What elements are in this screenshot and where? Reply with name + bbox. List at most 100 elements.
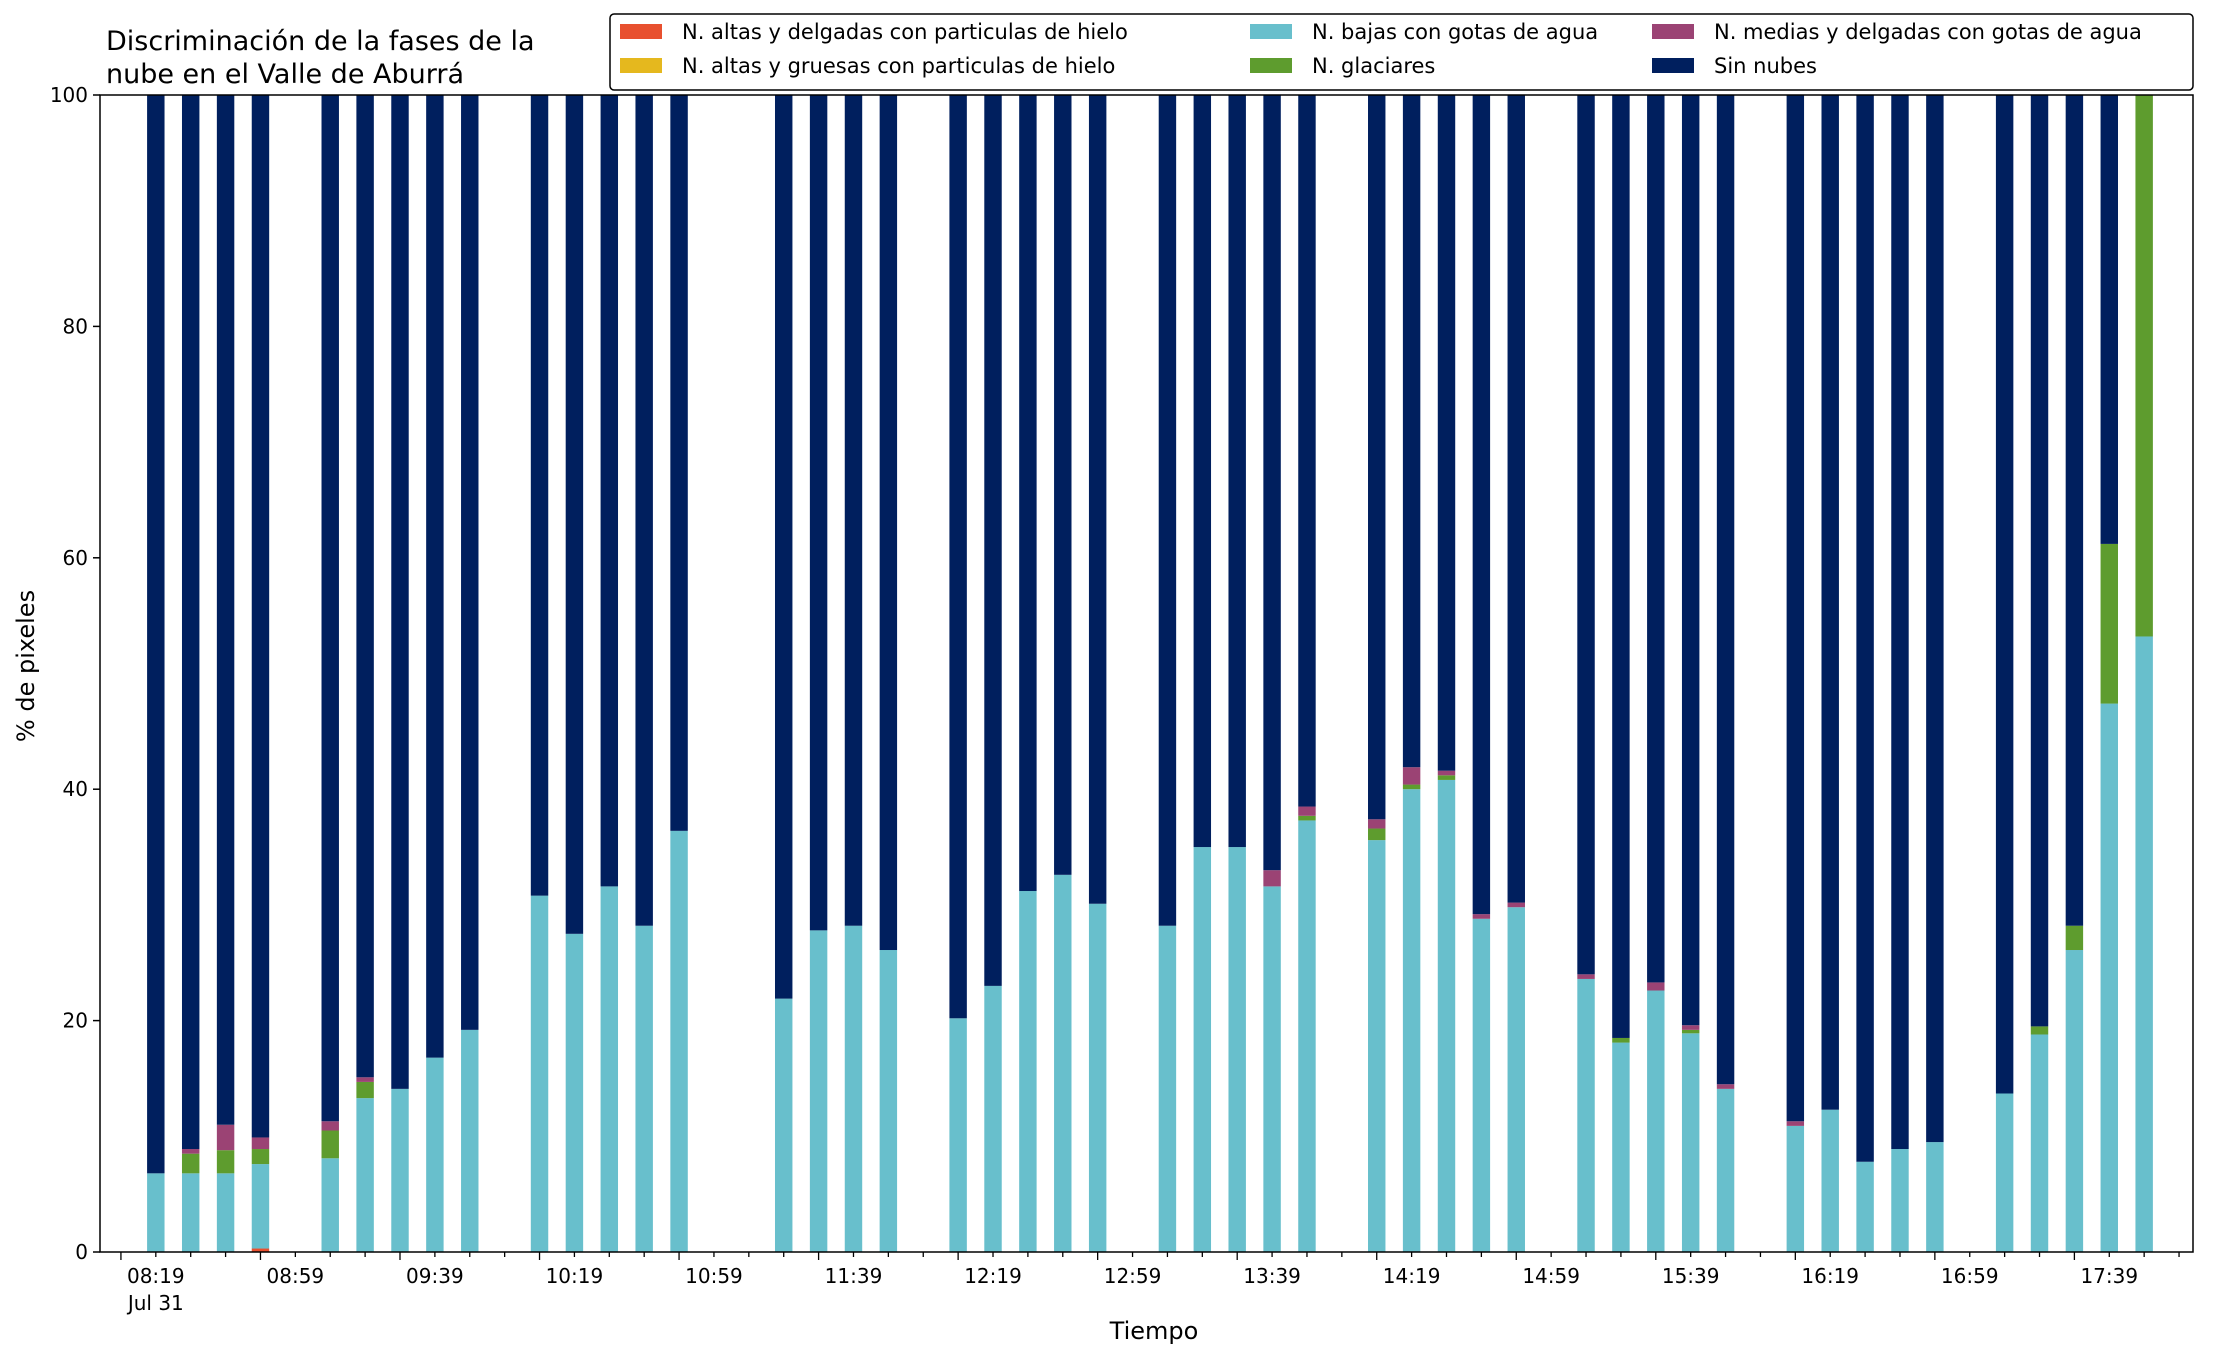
bar-segment-sin_nubes [565,95,584,934]
bar-segment-bajas_agua [1507,907,1525,1252]
bar-segment-sin_nubes [356,95,374,1078]
x-tick-sublabel: Jul 31 [126,1291,184,1315]
bar-segment-medias_delgadas_agua [1402,767,1421,785]
legend-label-medias_delgadas_agua: N. medias y delgadas con gotas de agua [1714,20,2142,44]
bar-segment-bajas_agua [461,1029,479,1252]
bar-segment-sin_nubes [1298,95,1316,807]
legend-swatch-medias_delgadas_agua [1652,24,1694,39]
bar-segment-sin_nubes [181,95,200,1150]
legend-label-glaciares: N. glaciares [1312,54,1435,78]
legend-label-altas_gruesas_hielo: N. altas y gruesas con particulas de hie… [682,54,1115,78]
bar-segment-sin_nubes [774,95,793,999]
bar-segment-bajas_agua [321,1158,339,1252]
bar-segment-medias_delgadas_agua [251,1137,270,1150]
bar-segment-sin_nubes [670,95,688,831]
bar-segment-sin_nubes [1891,95,1909,1150]
bar-segment-sin_nubes [321,95,339,1122]
bar-segment-sin_nubes [251,95,270,1138]
bar-segment-bajas_agua [181,1173,200,1252]
bar-segment-glaciares [2135,95,2153,637]
bar-segment-sin_nubes [984,95,1002,986]
bar-segment-bajas_agua [1158,925,1177,1252]
x-tick-label: 09:39 [406,1264,464,1288]
bar-segment-bajas_agua [1926,1142,1944,1252]
bar-segment-glaciares [1402,784,1421,790]
y-axis-label: % de pixeles [12,590,40,742]
bar-segment-medias_delgadas_agua [1577,974,1595,979]
x-tick-label: 14:19 [1383,1264,1441,1288]
x-tick-label: 13:39 [1243,1264,1301,1288]
bar-segment-medias_delgadas_agua [1298,806,1316,816]
bar-segment-medias_delgadas_agua [1368,819,1386,829]
bar-segment-sin_nubes [2100,95,2119,544]
x-tick-label: 17:39 [2080,1264,2138,1288]
x-tick-label: 16:19 [1801,1264,1859,1288]
x-tick-label: 15:39 [1662,1264,1720,1288]
x-tick-label: 16:59 [1941,1264,1999,1288]
bar-segment-bajas_agua [600,886,619,1252]
bar-segment-glaciares [1298,815,1316,821]
bar-segment-sin_nubes [1472,95,1491,915]
bar-segment-glaciares [2100,543,2119,704]
bar-segment-bajas_agua [1263,886,1281,1252]
bar-segment-bajas_agua [1088,903,1107,1252]
bar-segment-glaciares [356,1081,374,1099]
bar-segment-sin_nubes [1507,95,1525,903]
legend-swatch-sin_nubes [1652,58,1694,73]
bar-segment-medias_delgadas_agua [1263,870,1281,887]
legend-label-bajas_agua: N. bajas con gotas de agua [1312,20,1598,44]
bar-segment-sin_nubes [1158,95,1177,926]
bar-segment-sin_nubes [1681,95,1700,1026]
bar-segment-sin_nubes [1368,95,1386,820]
x-tick-label: 10:19 [546,1264,604,1288]
bar-segment-sin_nubes [1193,95,1212,848]
bar-segment-sin_nubes [2065,95,2084,926]
bar-segment-bajas_agua [1856,1161,1874,1252]
bar-segment-bajas_agua [1437,779,1456,1252]
bar-segment-bajas_agua [2135,636,2153,1252]
bar-segment-glaciares [321,1130,339,1159]
bar-segment-glaciares [1437,775,1456,780]
bar-segment-bajas_agua [774,998,793,1252]
x-tick-label: 14:59 [1522,1264,1580,1288]
bar-segment-sin_nubes [461,95,479,1030]
bar-segment-sin_nubes [1402,95,1421,768]
bar-segment-bajas_agua [1228,847,1246,1252]
x-axis-label: Tiempo [1109,1317,1199,1345]
bar-segment-medias_delgadas_agua [1507,902,1525,908]
bar-segment-sin_nubes [1926,95,1944,1143]
bar-segment-bajas_agua [1786,1125,1805,1252]
bar-segment-glaciares [1368,828,1386,841]
bar-segment-bajas_agua [426,1057,444,1252]
bar-segment-bajas_agua [2100,703,2119,1252]
y-axis: 0 20 40 60 80 100 [50,83,100,1264]
plot-frame [99,94,2194,1253]
bar-segment-sin_nubes [809,95,828,931]
bar-segment-sin_nubes [426,95,444,1058]
bar-segment-altas_delgadas_hielo [251,1248,270,1252]
y-tick-label: 20 [63,1009,88,1033]
x-tick-label: 08:59 [267,1264,325,1288]
bar-segment-bajas_agua [530,895,549,1252]
bar-segment-bajas_agua [216,1173,235,1252]
x-tick-label: 08:19 [127,1264,185,1288]
bar-segment-sin_nubes [147,95,165,1174]
y-tick-label: 40 [63,777,88,801]
bar-segment-sin_nubes [600,95,619,887]
bar-segment-medias_delgadas_agua [1437,770,1456,776]
bar-segment-glaciares [181,1153,200,1174]
bar-segment-bajas_agua [391,1088,409,1252]
bar-segment-sin_nubes [1821,95,1839,1110]
bar-segment-medias_delgadas_agua [1716,1084,1735,1089]
bars-layer [147,95,2153,1252]
legend-label-altas_delgadas_hielo: N. altas y delgadas con particulas de hi… [682,20,1128,44]
bar-segment-sin_nubes [949,95,967,1019]
y-tick-label: 0 [75,1240,88,1264]
bar-segment-bajas_agua [1193,847,1212,1252]
bar-segment-sin_nubes [1716,95,1735,1085]
y-tick-label: 80 [63,314,88,338]
bar-segment-medias_delgadas_agua [216,1124,235,1151]
bar-segment-sin_nubes [216,95,235,1125]
y-tick-label: 100 [50,83,88,107]
bar-segment-bajas_agua [1019,891,1037,1252]
